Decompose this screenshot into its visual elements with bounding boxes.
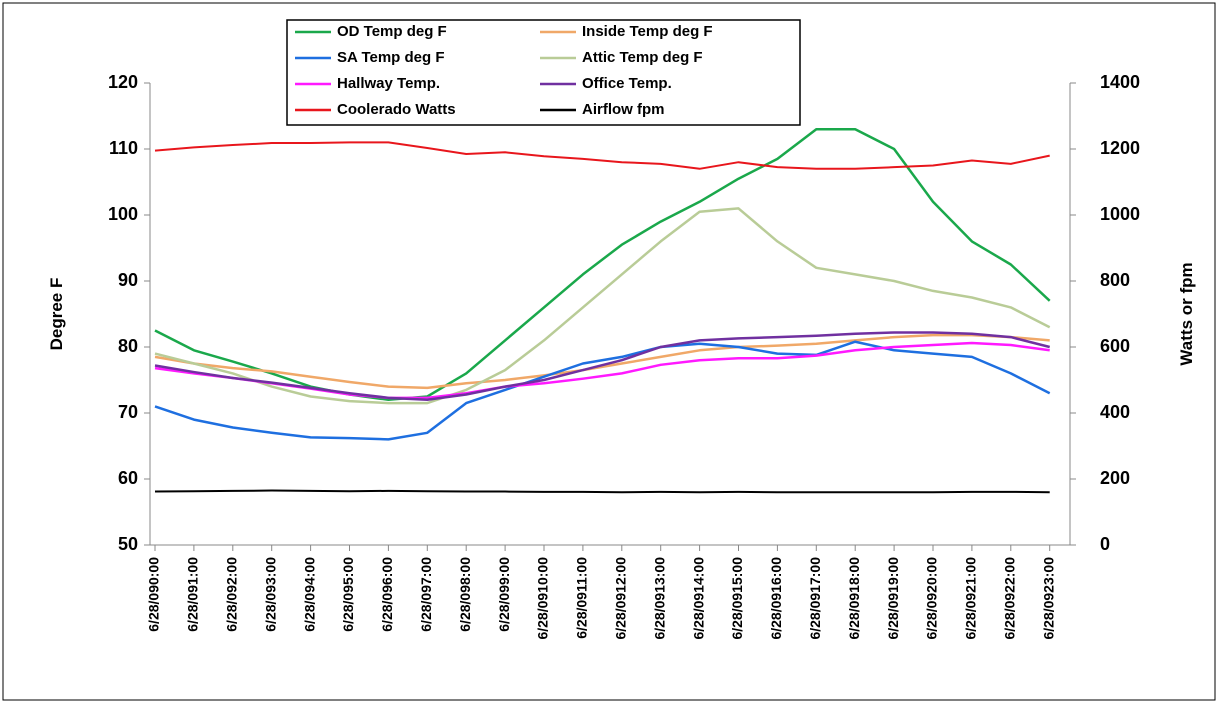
- series-line: [154, 207, 1051, 405]
- x-tick-label: 6/28/0911:00: [574, 557, 590, 639]
- legend-label: Coolerado Watts: [337, 101, 456, 118]
- series-line: [154, 141, 1050, 170]
- y-tick-label: 50: [118, 534, 138, 554]
- x-tick-label: 6/28/095:00: [340, 557, 356, 632]
- x-tick-label: 6/28/091:00: [185, 557, 201, 632]
- y-tick-label: 120: [108, 72, 138, 92]
- x-tick-label: 6/28/092:00: [224, 557, 240, 632]
- x-tick-label: 6/28/099:00: [496, 557, 512, 632]
- x-tick-label: 6/28/0921:00: [963, 557, 979, 640]
- series-line: [154, 489, 1050, 494]
- series-line: [154, 340, 1051, 441]
- y2-tick-label: 0: [1100, 534, 1110, 554]
- x-tick-label: 6/28/0914:00: [690, 557, 706, 640]
- x-tick-label: 6/28/090:00: [146, 557, 162, 632]
- legend-label: Attic Temp deg F: [582, 49, 703, 66]
- x-tick-label: 6/28/093:00: [262, 557, 278, 632]
- y-axis-label: Degree F: [47, 278, 66, 351]
- series-line: [154, 127, 1051, 402]
- x-tick-label: 6/28/0917:00: [807, 557, 823, 640]
- legend-label: SA Temp deg F: [337, 49, 445, 66]
- y2-tick-label: 1000: [1100, 204, 1140, 224]
- y-tick-label: 70: [118, 402, 138, 422]
- y2-tick-label: 1200: [1100, 138, 1140, 158]
- legend-label: Office Temp.: [582, 75, 672, 92]
- legend-label: Hallway Temp.: [337, 75, 440, 92]
- y2-tick-label: 200: [1100, 468, 1130, 488]
- series-line: [154, 333, 1050, 390]
- y2-axis-label: Watts or fpm: [1177, 262, 1196, 365]
- legend-label: Inside Temp deg F: [582, 23, 713, 40]
- y2-tick-label: 1400: [1100, 72, 1140, 92]
- x-tick-label: 6/28/0922:00: [1002, 557, 1018, 640]
- x-tick-label: 6/28/0918:00: [846, 557, 862, 640]
- y2-tick-label: 400: [1100, 402, 1130, 422]
- legend-label: Airflow fpm: [582, 101, 665, 118]
- y2-tick-label: 800: [1100, 270, 1130, 290]
- x-tick-label: 6/28/097:00: [418, 557, 434, 632]
- x-tick-label: 6/28/0915:00: [729, 557, 745, 640]
- legend-box: [286, 19, 801, 126]
- x-tick-label: 6/28/0910:00: [535, 557, 551, 640]
- x-tick-label: 6/28/0920:00: [924, 557, 940, 640]
- x-tick-label: 6/28/096:00: [379, 557, 395, 632]
- y2-tick-label: 600: [1100, 336, 1130, 356]
- y-tick-label: 110: [109, 138, 138, 158]
- x-tick-label: 6/28/094:00: [301, 557, 317, 632]
- y-tick-label: 100: [108, 204, 138, 224]
- x-tick-label: 6/28/098:00: [457, 557, 473, 632]
- y-tick-label: 90: [118, 270, 138, 290]
- x-tick-label: 6/28/0912:00: [613, 557, 629, 640]
- legend-label: OD Temp deg F: [337, 23, 447, 40]
- y-tick-label: 80: [118, 336, 138, 356]
- series-line: [154, 331, 1051, 402]
- x-tick-label: 6/28/0916:00: [768, 557, 784, 640]
- y-tick-label: 60: [118, 468, 138, 488]
- x-tick-label: 6/28/0923:00: [1040, 557, 1056, 640]
- x-tick-label: 6/28/0919:00: [885, 557, 901, 640]
- x-tick-label: 6/28/0913:00: [651, 557, 667, 640]
